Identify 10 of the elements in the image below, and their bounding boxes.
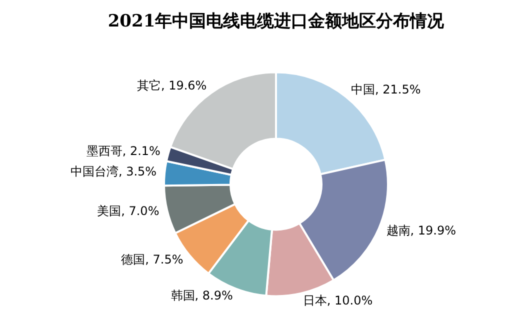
slice-label: 中国, 21.5% <box>351 82 421 97</box>
slice-label: 中国台湾, 3.5% <box>70 164 157 179</box>
slice-label: 墨西哥, 2.1% <box>86 144 160 158</box>
chart-title: 2021年中国电线电缆进口金额地区分布情况 <box>108 12 446 32</box>
slice-label: 日本, 10.0% <box>302 293 373 308</box>
slice-label: 其它, 19.6% <box>136 78 207 92</box>
slice-label: 美国, 7.0% <box>97 204 160 218</box>
slice-label: 德国, 7.5% <box>121 252 184 267</box>
slice-label: 韩国, 8.9% <box>170 288 233 302</box>
slice-label: 越南, 19.9% <box>386 224 456 238</box>
